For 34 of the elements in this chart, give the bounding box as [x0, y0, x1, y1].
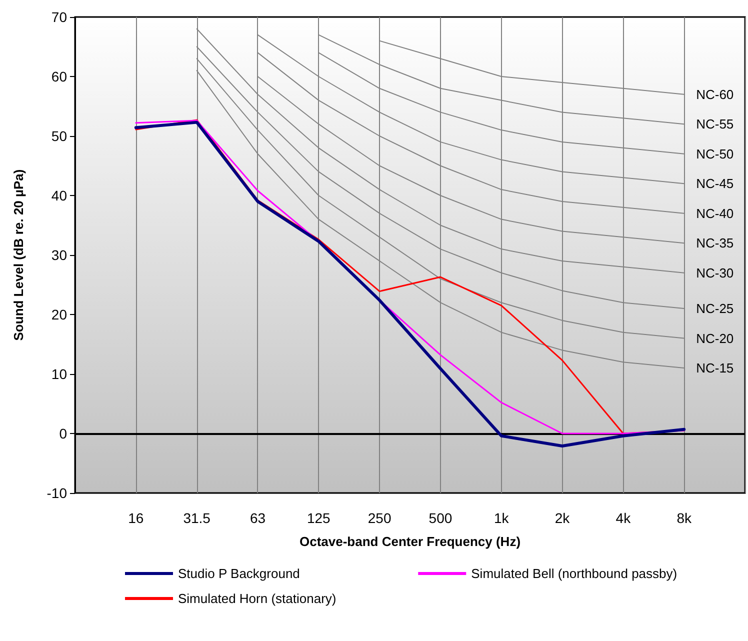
- y-tick-label: 70: [51, 9, 68, 25]
- y-tick-label: 10: [51, 366, 68, 382]
- x-tick-label: 1k: [494, 510, 510, 526]
- y-tick-label: 50: [51, 128, 68, 144]
- x-axis-title: Octave-band Center Frequency (Hz): [299, 534, 521, 549]
- series-label: NC-30: [696, 265, 734, 280]
- series-label: NC-25: [696, 301, 734, 316]
- series-label: NC-45: [696, 176, 734, 192]
- series-label: NC-20: [696, 330, 734, 346]
- x-tick-label: 125: [306, 510, 331, 526]
- x-tick-label: 16: [128, 510, 144, 526]
- x-tick-label: 250: [368, 510, 392, 526]
- y-tick-label: 20: [51, 306, 68, 322]
- y-axis-title: Sound Level (dB re. 20 µPa): [11, 169, 26, 341]
- legend-label: Studio P Background: [178, 566, 300, 581]
- x-tick-label: 8k: [676, 510, 692, 526]
- y-tick-label: 60: [51, 68, 68, 84]
- y-tick-label: 0: [59, 426, 68, 442]
- legend-label: Simulated Bell (northbound passby): [471, 566, 678, 581]
- series-label: NC-60: [696, 86, 734, 102]
- x-tick-label: 31.5: [183, 510, 211, 526]
- series-label: NC-15: [696, 360, 734, 376]
- x-tick-label: 500: [428, 510, 452, 526]
- x-tick-label: 4k: [616, 510, 632, 526]
- x-tick-label: 63: [250, 510, 266, 526]
- series-label: NC-55: [696, 116, 734, 132]
- y-tick-label: -10: [46, 485, 68, 501]
- y-tick-label: 30: [51, 247, 68, 263]
- legend-label: Simulated Horn (stationary): [178, 591, 336, 606]
- series-label: NC-40: [696, 206, 734, 221]
- y-tick-label: 40: [51, 188, 68, 204]
- x-tick-label: 2k: [554, 510, 571, 526]
- series-label: NC-50: [696, 146, 734, 162]
- series-label: NC-35: [696, 236, 734, 251]
